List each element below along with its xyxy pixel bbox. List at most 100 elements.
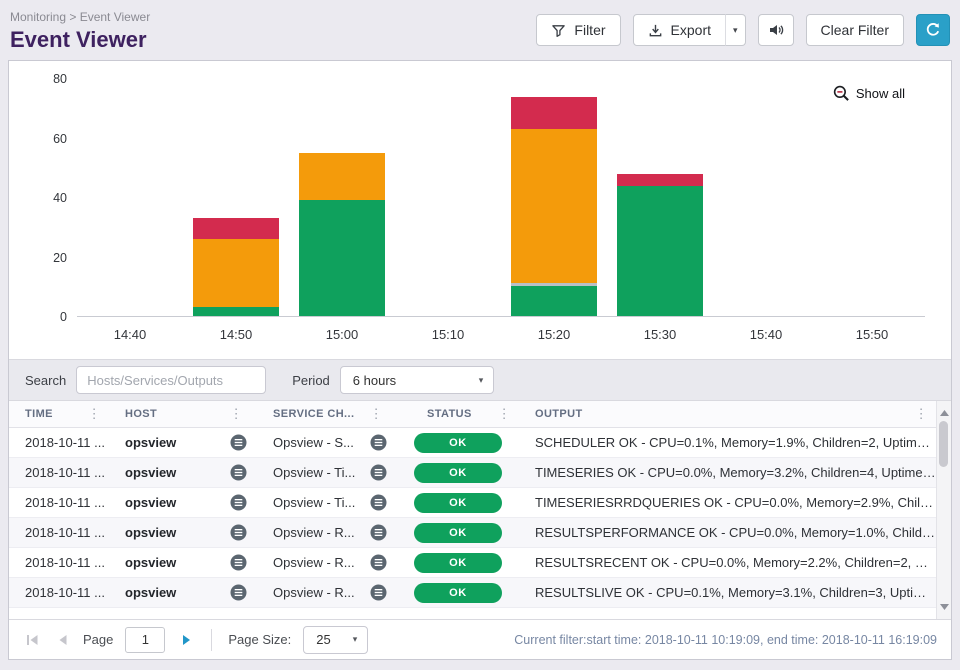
bar-slot: [289, 79, 395, 316]
stacked-bar[interactable]: [510, 79, 598, 316]
bar-slot: [183, 79, 289, 316]
page-title: Event Viewer: [10, 27, 147, 52]
column-menu-icon[interactable]: ⋮: [914, 406, 928, 421]
host-menu-icon[interactable]: [230, 584, 247, 601]
table-row[interactable]: 2018-10-11 ... opsview Opsview - R... OK…: [9, 518, 951, 548]
bar-segment-critical[interactable]: [616, 173, 704, 186]
scrollbar-thumb[interactable]: [939, 421, 948, 467]
export-button[interactable]: Export: [632, 14, 726, 46]
x-tick-label: 15:00: [325, 327, 359, 342]
status-badge: OK: [414, 522, 502, 543]
column-menu-icon[interactable]: ⋮: [369, 406, 383, 421]
table-row[interactable]: 2018-10-11 ... opsview Opsview - R... OK…: [9, 548, 951, 578]
bar-segment-critical[interactable]: [192, 218, 280, 239]
toolbar: Filter Export ▾ Clear Filter: [536, 8, 950, 46]
service-name: Opsview - Ti...: [273, 465, 356, 480]
host-menu-icon[interactable]: [230, 524, 247, 541]
cell-status: OK: [397, 492, 519, 513]
scroll-down-icon[interactable]: [935, 598, 951, 616]
chevron-down-icon: ▾: [352, 634, 358, 644]
column-label: SERVICE CH...: [273, 408, 355, 420]
sound-toggle-button[interactable]: [757, 14, 794, 46]
events-table: TIME ⋮ HOST ⋮ SERVICE CH... ⋮ STATUS ⋮ O…: [9, 401, 951, 619]
host-menu-icon[interactable]: [230, 494, 247, 511]
cell-service: Opsview - S...: [257, 434, 397, 451]
chart-bars: [77, 79, 925, 317]
service-menu-icon[interactable]: [370, 434, 387, 451]
divider: [211, 628, 213, 651]
table-row[interactable]: 2018-10-11 ... opsview Opsview - S... OK…: [9, 428, 951, 458]
bar-segment-warning[interactable]: [192, 239, 280, 308]
host-menu-icon[interactable]: [230, 464, 247, 481]
table-row[interactable]: 2018-10-11 ... opsview Opsview - R... OK…: [9, 578, 951, 608]
page-size-label: Page Size:: [228, 632, 292, 647]
first-page-button[interactable]: [23, 631, 41, 649]
column-menu-icon[interactable]: ⋮: [497, 406, 511, 421]
status-badge: OK: [414, 582, 502, 603]
chevron-down-icon: ▾: [733, 24, 738, 35]
column-header-time[interactable]: TIME ⋮: [9, 401, 109, 427]
filter-button[interactable]: Filter: [536, 14, 621, 46]
show-all-button[interactable]: Show all: [833, 85, 905, 102]
scroll-up-icon[interactable]: [935, 404, 951, 422]
bar-slot: [713, 79, 819, 316]
bar-segment-ok[interactable]: [192, 307, 280, 316]
status-badge: OK: [414, 492, 502, 513]
service-menu-icon[interactable]: [370, 524, 387, 541]
breadcrumb[interactable]: Monitoring > Event Viewer: [10, 10, 151, 24]
export-split-button: Export ▾: [632, 14, 746, 46]
column-label: HOST: [125, 408, 158, 420]
stacked-bar[interactable]: [298, 79, 386, 316]
period-select[interactable]: 6 hours ▾: [339, 366, 495, 394]
service-menu-icon[interactable]: [370, 554, 387, 571]
table-row[interactable]: 2018-10-11 ... opsview Opsview - Ti... O…: [9, 488, 951, 518]
page-size-value: 25: [316, 632, 331, 647]
host-name: opsview: [125, 555, 177, 570]
column-header-host[interactable]: HOST ⋮: [109, 401, 257, 427]
host-menu-icon[interactable]: [230, 554, 247, 571]
bar-segment-warning[interactable]: [298, 153, 386, 201]
column-menu-icon[interactable]: ⋮: [229, 406, 243, 421]
cell-service: Opsview - R...: [257, 524, 397, 541]
search-input[interactable]: [76, 366, 267, 394]
cell-host: opsview: [109, 584, 257, 601]
stacked-bar[interactable]: [616, 79, 704, 316]
events-chart: 0 20 40 60 80 14:40 14:50 15:00 15:10 15:20 15:30…: [9, 61, 951, 359]
column-header-service-check[interactable]: SERVICE CH... ⋮: [257, 401, 397, 427]
service-name: Opsview - R...: [273, 555, 355, 570]
bar-segment-ok[interactable]: [298, 200, 386, 316]
cell-time: 2018-10-11 ...: [25, 465, 105, 480]
bar-segment-ok[interactable]: [510, 286, 598, 316]
service-menu-icon[interactable]: [370, 464, 387, 481]
bar-segment-unknown[interactable]: [510, 283, 598, 287]
refresh-button[interactable]: [916, 14, 950, 46]
bar-segment-ok[interactable]: [616, 185, 704, 316]
service-name: Opsview - R...: [273, 585, 355, 600]
export-dropdown-button[interactable]: ▾: [725, 14, 746, 46]
column-header-status[interactable]: STATUS ⋮: [397, 401, 519, 427]
filter-bar: Search Period 6 hours ▾: [9, 359, 951, 401]
stacked-bar[interactable]: [192, 79, 280, 316]
host-menu-icon[interactable]: [230, 434, 247, 451]
current-filter-status: Current filter:start time: 2018-10-11 10…: [514, 632, 937, 647]
table-row[interactable]: 2018-10-11 ... opsview Opsview - Ti... O…: [9, 458, 951, 488]
bar-segment-critical[interactable]: [510, 96, 598, 130]
clear-filter-button[interactable]: Clear Filter: [805, 14, 904, 46]
cell-status: OK: [397, 432, 519, 453]
service-menu-icon[interactable]: [370, 494, 387, 511]
filter-button-label: Filter: [574, 22, 606, 38]
period-label: Period: [292, 372, 330, 388]
service-menu-icon[interactable]: [370, 584, 387, 601]
cell-output: SCHEDULER OK - CPU=0.1%, Memory=1.9%, Ch…: [535, 435, 936, 450]
next-page-button[interactable]: [177, 631, 195, 649]
column-header-output[interactable]: OUTPUT ⋮: [519, 401, 936, 427]
page-input[interactable]: [125, 626, 166, 653]
table-scrollbar[interactable]: [936, 401, 951, 619]
page-size-select[interactable]: 25 ▾: [303, 625, 369, 654]
previous-page-button[interactable]: [53, 631, 71, 649]
column-label: OUTPUT: [535, 408, 583, 420]
bar-segment-warning[interactable]: [510, 129, 598, 284]
y-tick-label: 20: [53, 250, 67, 265]
pagination-bar: Page Page Size: 25 ▾ Current filter:star…: [9, 619, 951, 659]
column-menu-icon[interactable]: ⋮: [87, 406, 101, 421]
